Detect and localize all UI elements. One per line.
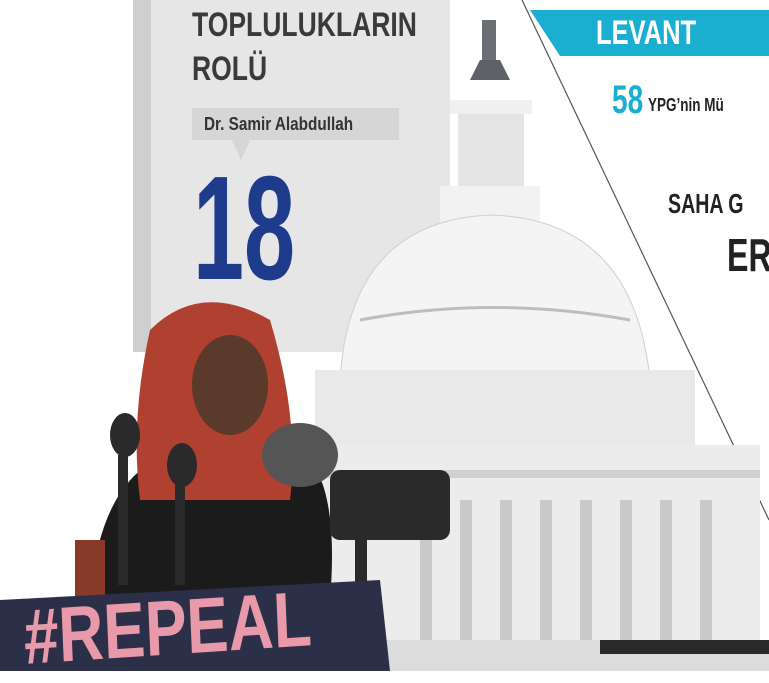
section-tab [530, 10, 769, 56]
author-tag [192, 108, 399, 140]
capitol [300, 20, 769, 671]
sign-text: #REPEAL [22, 574, 314, 681]
author-pointer [232, 140, 250, 160]
teaser-page: 58 [612, 78, 644, 122]
article-title-line: ROLÜ [192, 50, 268, 88]
page-number: 18 [193, 146, 296, 311]
author: Dr. Samir Alabdullah [204, 114, 354, 134]
panel-edge [133, 0, 151, 352]
teaser-text: YPG’nin Mü [648, 95, 724, 115]
divider [521, 0, 769, 521]
headline-line: SAHA G [668, 188, 744, 219]
article-title-line: TOPLULUKLARIN [192, 6, 417, 44]
section-label: LEVANT [596, 14, 697, 52]
headline-line: ERI [727, 229, 769, 281]
sign [0, 580, 390, 671]
